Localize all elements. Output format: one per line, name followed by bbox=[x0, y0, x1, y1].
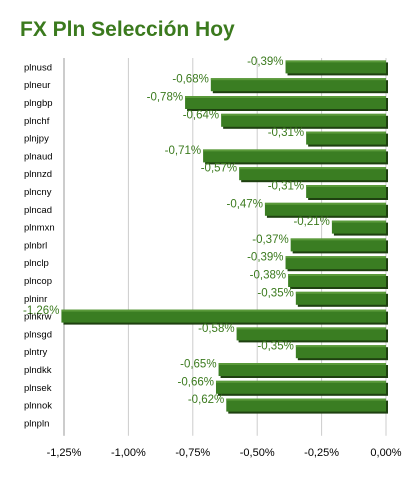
category-label: plnjpy bbox=[24, 134, 49, 145]
bar-highlight bbox=[203, 149, 386, 152]
data-label: -0,71% bbox=[165, 145, 201, 157]
data-label: -0,35% bbox=[257, 341, 293, 353]
bar-highlight bbox=[306, 131, 386, 134]
category-label: plncop bbox=[24, 276, 52, 287]
bar bbox=[264, 202, 386, 216]
bar-highlight bbox=[236, 327, 386, 330]
category-label: plncny bbox=[24, 187, 52, 198]
data-label: -0,58% bbox=[198, 323, 234, 335]
data-label: -0,57% bbox=[201, 163, 237, 175]
category-label: plngbp bbox=[24, 98, 53, 109]
data-label: -0,68% bbox=[172, 74, 208, 86]
bar bbox=[295, 345, 386, 359]
data-label: -1,26% bbox=[23, 305, 59, 317]
bar bbox=[331, 220, 386, 234]
category-label: plnpln bbox=[24, 418, 49, 429]
data-label: -0,39% bbox=[247, 252, 283, 264]
bar-highlight bbox=[185, 96, 386, 98]
data-label: -0,65% bbox=[180, 359, 216, 371]
data-label: -0,31% bbox=[268, 181, 304, 193]
bar-highlight bbox=[285, 256, 386, 259]
category-label: plndkk bbox=[24, 365, 52, 376]
x-tick-label: -1,00% bbox=[111, 447, 146, 459]
bar bbox=[210, 78, 386, 92]
category-label: plncad bbox=[24, 205, 52, 216]
bar bbox=[185, 96, 386, 109]
data-label: -0,21% bbox=[293, 216, 329, 228]
data-label: -0,31% bbox=[268, 127, 304, 139]
bar-highlight bbox=[288, 274, 386, 276]
data-label: -0,78% bbox=[147, 92, 183, 104]
bar bbox=[239, 167, 386, 181]
category-label: plntry bbox=[24, 347, 47, 358]
category-label: plnsgd bbox=[24, 329, 52, 340]
bar-highlight bbox=[264, 202, 386, 205]
data-label: -0,35% bbox=[257, 287, 293, 299]
bar bbox=[306, 131, 386, 145]
bar-highlight bbox=[221, 113, 386, 116]
bar bbox=[215, 380, 386, 394]
bar-highlight bbox=[215, 380, 386, 383]
bar-highlight bbox=[226, 398, 386, 401]
bar bbox=[221, 113, 386, 127]
bar-highlight bbox=[239, 167, 386, 170]
category-label: plnnzd bbox=[24, 169, 52, 180]
data-label: -0,47% bbox=[226, 198, 262, 210]
bar bbox=[306, 185, 386, 198]
bar bbox=[218, 363, 386, 376]
x-tick-label: -0,50% bbox=[240, 447, 275, 459]
bar-highlight bbox=[295, 345, 386, 348]
x-tick-label: -0,25% bbox=[304, 447, 339, 459]
bar bbox=[285, 60, 386, 74]
bar bbox=[285, 256, 386, 270]
category-label: plnusd bbox=[24, 62, 52, 73]
category-label: plnnok bbox=[24, 401, 52, 412]
bar-highlight bbox=[210, 78, 386, 81]
bar-highlight bbox=[295, 291, 386, 294]
data-label: -0,39% bbox=[247, 56, 283, 68]
bar bbox=[226, 398, 386, 412]
bar bbox=[295, 291, 386, 305]
data-label: -0,64% bbox=[183, 109, 219, 121]
x-tick-label: -1,25% bbox=[47, 447, 82, 459]
category-label: plnclp bbox=[24, 258, 49, 269]
data-label: -0,37% bbox=[252, 234, 288, 246]
bar bbox=[290, 238, 386, 252]
data-label: -0,62% bbox=[188, 394, 224, 406]
category-label: plnaud bbox=[24, 151, 53, 162]
data-label: -0,38% bbox=[250, 270, 286, 282]
category-label: plnbrl bbox=[24, 240, 47, 251]
bar bbox=[61, 309, 386, 323]
bar bbox=[288, 274, 386, 287]
bar bbox=[203, 149, 386, 163]
bar-highlight bbox=[306, 185, 386, 187]
category-label: plnmxn bbox=[24, 223, 55, 234]
bar-highlight bbox=[285, 60, 386, 63]
chart-title: FX Pln Selección Hoy bbox=[20, 18, 235, 41]
bar-highlight bbox=[290, 238, 386, 241]
category-label: plnchf bbox=[24, 116, 50, 127]
category-label: plnkrw bbox=[24, 312, 52, 323]
bar-highlight bbox=[61, 309, 386, 312]
category-label: plneur bbox=[24, 80, 50, 91]
data-label: -0,66% bbox=[178, 376, 214, 388]
x-tick-label: -0,75% bbox=[175, 447, 210, 459]
bar bbox=[236, 327, 386, 341]
bar-highlight bbox=[331, 220, 386, 223]
x-tick-label: 0,00% bbox=[370, 447, 401, 459]
category-label: plninr bbox=[24, 294, 47, 305]
bar-highlight bbox=[218, 363, 386, 365]
category-label: plnsek bbox=[24, 383, 52, 394]
